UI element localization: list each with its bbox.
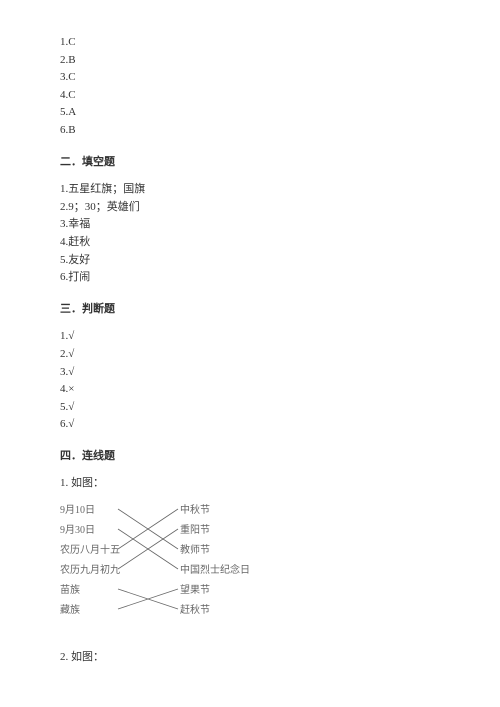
- match-right-label: 望果节: [180, 583, 210, 599]
- item-val: C: [68, 71, 75, 83]
- item-num: 5.: [60, 254, 68, 266]
- item-val: √: [68, 366, 74, 378]
- s1-item: 3.C: [60, 69, 440, 87]
- item-num: 2.: [60, 201, 68, 213]
- match-left-label: 农历八月十五: [60, 543, 120, 559]
- item-num: 6.: [60, 418, 68, 430]
- section4-heading: 四．连线题: [60, 448, 440, 466]
- s2-item: 4.赶秋: [60, 234, 440, 252]
- item-val: 打闹: [68, 271, 90, 283]
- s3-item: 3.√: [60, 364, 440, 382]
- item-num: 4.: [60, 89, 68, 101]
- match-left-label: 9月10日: [60, 503, 95, 519]
- match-left-label: 9月30日: [60, 523, 95, 539]
- s1-item: 1.C: [60, 34, 440, 52]
- s2-item: 2.9；30；英雄们: [60, 199, 440, 217]
- match-left-label: 苗族: [60, 583, 80, 599]
- item-val: √: [68, 348, 74, 360]
- s2-item: 6.打闹: [60, 269, 440, 287]
- match-left-label: 农历九月初九: [60, 563, 120, 579]
- section2-answers: 1.五星红旗；国旗 2.9；30；英雄们 3.幸福 4.赶秋 5.友好 6.打闹: [60, 181, 440, 287]
- item-val: C: [68, 89, 75, 101]
- section4-item2-label: 2. 如图：: [60, 649, 440, 667]
- s2-item: 3.幸福: [60, 216, 440, 234]
- item-val: C: [68, 36, 75, 48]
- s2-item: 1.五星红旗；国旗: [60, 181, 440, 199]
- s1-item: 4.C: [60, 87, 440, 105]
- s3-item: 2.√: [60, 346, 440, 364]
- item-val: √: [68, 330, 74, 342]
- item-num: 4.: [60, 236, 68, 248]
- s1-item: 5.A: [60, 104, 440, 122]
- item-val: B: [68, 54, 75, 66]
- item-num: 2.: [60, 54, 68, 66]
- item-num: 1.: [60, 183, 68, 195]
- item-val: √: [68, 401, 74, 413]
- s1-item: 6.B: [60, 122, 440, 140]
- item-val: B: [68, 124, 75, 136]
- item-val: √: [68, 418, 74, 430]
- section3-heading: 三．判断题: [60, 301, 440, 319]
- match-right-label: 教师节: [180, 543, 210, 559]
- section4-item1-label: 1. 如图：: [60, 475, 440, 493]
- match-right-label: 中国烈士纪念日: [180, 563, 250, 579]
- item-num: 1.: [60, 36, 68, 48]
- section1-answers: 1.C 2.B 3.C 4.C 5.A 6.B: [60, 34, 440, 140]
- item-val: A: [68, 106, 76, 118]
- item-num: 3.: [60, 71, 68, 83]
- item-num: 5.: [60, 106, 68, 118]
- s3-item: 4.×: [60, 381, 440, 399]
- item-num: 5.: [60, 401, 68, 413]
- s3-item: 5.√: [60, 399, 440, 417]
- section2-heading: 二．填空题: [60, 154, 440, 172]
- item-val: 幸福: [68, 218, 90, 230]
- item-num: 1.: [60, 330, 68, 342]
- s2-item: 5.友好: [60, 252, 440, 270]
- item-val: 友好: [68, 254, 90, 266]
- match-right-label: 中秋节: [180, 503, 210, 519]
- section3-answers: 1.√ 2.√ 3.√ 4.× 5.√ 6.√: [60, 328, 440, 434]
- item-val: ×: [68, 383, 74, 395]
- item-num: 3.: [60, 366, 68, 378]
- match-left-label: 藏族: [60, 603, 80, 619]
- item-num: 3.: [60, 218, 68, 230]
- match-right-label: 赶秋节: [180, 603, 210, 619]
- s3-item: 6.√: [60, 416, 440, 434]
- item-num: 4.: [60, 383, 68, 395]
- matching-diagram: 9月10日 9月30日农历八月十五农历九月初九苗族藏族 中秋节重阳节教师节中国烈士纪…: [60, 501, 280, 631]
- item-val: 9；30；英雄们: [68, 201, 140, 213]
- match-right-label: 重阳节: [180, 523, 210, 539]
- item-num: 2.: [60, 348, 68, 360]
- s1-item: 2.B: [60, 52, 440, 70]
- item-num: 6.: [60, 271, 68, 283]
- s3-item: 1.√: [60, 328, 440, 346]
- item-val: 五星红旗；国旗: [68, 183, 145, 195]
- item-val: 赶秋: [68, 236, 90, 248]
- item-num: 6.: [60, 124, 68, 136]
